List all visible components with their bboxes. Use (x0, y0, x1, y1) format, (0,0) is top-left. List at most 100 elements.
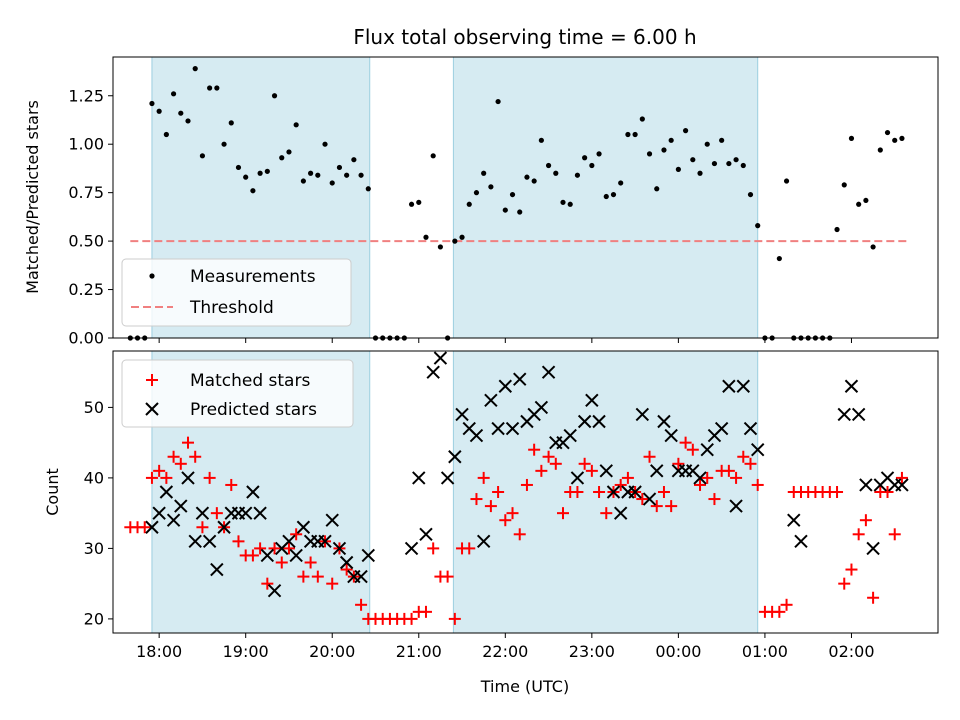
bottom-x-axis-label: Time (UTC) (480, 677, 569, 696)
predicted-point (895, 478, 909, 492)
predicted-point (505, 421, 520, 436)
predicted-point (202, 534, 217, 549)
predicted-point (455, 407, 469, 422)
predicted-point (642, 492, 657, 506)
measurement-point (582, 155, 588, 161)
measurement-point (841, 182, 847, 188)
measurement-point (344, 172, 350, 178)
matched-point (780, 598, 793, 611)
matched-point (694, 478, 707, 491)
matched-point (686, 443, 699, 456)
top-legend: Measurements Threshold (121, 258, 352, 327)
matched-point (867, 591, 880, 604)
predicted-point (195, 506, 210, 520)
predicted-point (844, 379, 859, 393)
matched-point (427, 542, 440, 555)
matched-point (845, 563, 858, 576)
matched-point (520, 478, 533, 491)
matched-point (657, 486, 670, 498)
x-tick-label: 23:00 (569, 642, 615, 661)
predicted-point (570, 471, 585, 485)
predicted-point (260, 548, 275, 563)
measurement-point (452, 238, 458, 244)
matched-point (578, 457, 591, 470)
bottom-shaded-intervals (151, 350, 759, 634)
matched-point (470, 493, 483, 506)
bottom-legend: Matched stars Predicted stars (121, 359, 354, 428)
x-tick-label: 18:00 (136, 642, 182, 661)
matched-point (405, 612, 418, 625)
measurement-point (711, 160, 718, 167)
measurement-point (293, 122, 299, 128)
matched-point (477, 471, 490, 484)
predicted-point (433, 351, 448, 365)
matched-point (636, 493, 649, 506)
predicted-point (267, 583, 282, 598)
measurement-point (675, 166, 681, 172)
matched-point (614, 478, 627, 491)
measurement-point (207, 85, 213, 91)
top-panel: 0.00 0.25 0.50 0.75 1.00 1.25 Flux total obse… (23, 25, 939, 348)
matched-point (744, 457, 757, 470)
predicted-point (282, 534, 296, 549)
predicted-point (743, 421, 758, 436)
matched-point (419, 605, 432, 618)
y-tick-label: 0.75 (68, 183, 104, 202)
matched-point (297, 570, 310, 583)
matched-point (340, 563, 353, 576)
matched-point (232, 535, 245, 548)
measurement-point (322, 141, 328, 147)
measurement-point (351, 157, 357, 163)
measurement-point (856, 201, 862, 207)
bottom-x-ticks: 18:00 19:00 20:00 21:00 22:00 23:00 00:00 01:00… (136, 633, 875, 661)
measurement-point (682, 128, 689, 134)
measurement-point (567, 201, 573, 207)
matched-point (246, 549, 259, 562)
matched-point (261, 577, 274, 590)
measurement-point (300, 178, 306, 184)
top-axes-frame (112, 56, 939, 339)
predicted-point (787, 513, 801, 527)
predicted-point (296, 520, 311, 534)
matched-point (852, 528, 865, 541)
measurement-point (654, 186, 660, 192)
matched-point (355, 598, 368, 611)
predicted-point (145, 520, 159, 534)
matched-point (549, 457, 562, 470)
measurement-point (553, 170, 559, 176)
matched-point (153, 464, 166, 477)
predicted-point (289, 548, 303, 563)
measurement-point (690, 157, 696, 163)
x-tick-label: 00:00 (655, 642, 701, 661)
measurement-point (776, 255, 782, 262)
measurement-point (834, 226, 840, 233)
predicted-point (318, 534, 332, 549)
y-tick-label: 0.50 (68, 232, 104, 251)
measurement-point (726, 160, 732, 167)
predicted-point (246, 485, 260, 499)
measurement-point (481, 170, 487, 176)
y-tick-label: 30 (84, 539, 104, 558)
matched-point (290, 528, 303, 541)
bottom-predicted-series (145, 351, 909, 598)
matched-point (210, 507, 223, 520)
measurement-point (459, 234, 465, 240)
measurement-point (618, 180, 624, 186)
y-tick-label: 50 (84, 398, 104, 417)
measurement-point (574, 172, 581, 178)
chart-title: Flux total observing time = 6.00 h (353, 25, 696, 49)
measurement-point (733, 157, 739, 163)
predicted-point (859, 478, 873, 492)
matched-point (643, 450, 656, 463)
matched-point (859, 514, 872, 527)
bottom-legend-box (121, 359, 354, 428)
matched-point (311, 570, 324, 583)
measurement-point (365, 186, 371, 192)
measurement-point (170, 91, 177, 97)
matched-point (441, 570, 454, 583)
matched-point (831, 486, 844, 498)
matched-point (701, 471, 714, 484)
matched-point (326, 577, 339, 590)
predicted-point (599, 464, 613, 478)
